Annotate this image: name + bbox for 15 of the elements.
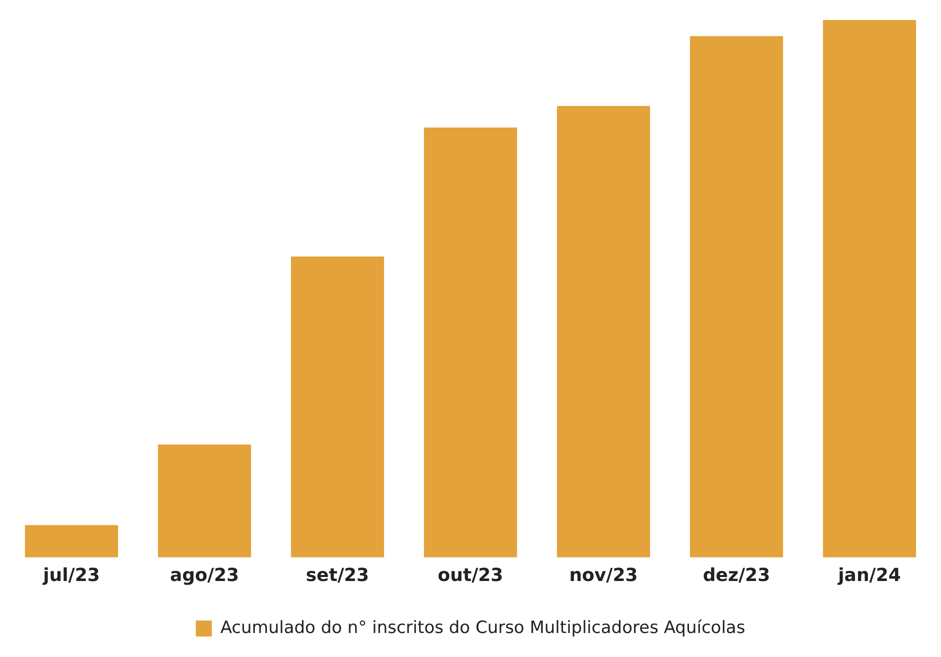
bar [690,36,784,558]
x-tick-label: ago/23 [170,564,240,586]
bar [822,20,916,558]
legend-label: Acumulado do n° inscritos do Curso Multiplicadores Aquícolas [220,618,746,638]
x-tick-label: jan/24 [837,564,901,586]
x-tick-label: set/23 [306,564,370,586]
bar [158,444,252,558]
x-tick-label: dez/23 [702,564,770,586]
bar [24,525,118,558]
x-tick-label: jul/23 [42,564,100,586]
bar [424,127,518,558]
x-tick-label: nov/23 [569,564,638,586]
x-tick-label: out/23 [438,564,504,586]
bar [290,256,384,558]
bar [556,106,650,558]
